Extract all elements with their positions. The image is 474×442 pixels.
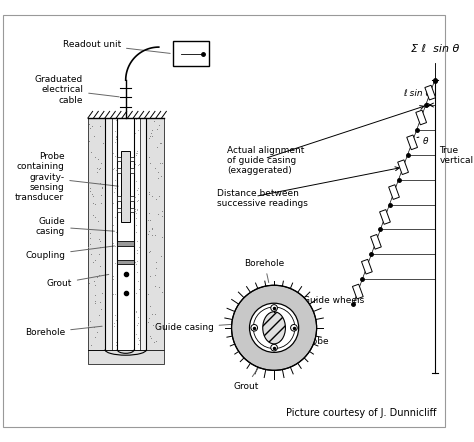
Text: Borehole: Borehole xyxy=(25,326,102,337)
Circle shape xyxy=(251,324,257,331)
Polygon shape xyxy=(380,210,391,224)
Circle shape xyxy=(253,307,295,349)
Circle shape xyxy=(291,324,297,331)
Text: Guide
casing: Guide casing xyxy=(36,217,114,236)
Bar xyxy=(121,151,130,222)
Bar xyxy=(117,241,134,246)
Text: Probe
containing
gravity-
sensing
transducer: Probe containing gravity- sensing transd… xyxy=(15,152,118,202)
Ellipse shape xyxy=(263,312,285,344)
Circle shape xyxy=(271,305,277,311)
Text: ℓ sin θ: ℓ sin θ xyxy=(403,89,431,99)
Polygon shape xyxy=(353,284,363,299)
Bar xyxy=(117,157,121,161)
Text: Distance between
successive readings: Distance between successive readings xyxy=(218,189,308,208)
Text: Grout: Grout xyxy=(46,274,109,288)
Wedge shape xyxy=(232,285,317,370)
Text: Grout: Grout xyxy=(233,368,258,391)
Circle shape xyxy=(249,303,299,352)
Polygon shape xyxy=(425,85,436,100)
Text: Guide casing: Guide casing xyxy=(155,323,247,332)
Polygon shape xyxy=(416,110,427,125)
Text: Picture courtesy of J. Dunnicliff: Picture courtesy of J. Dunnicliff xyxy=(286,408,437,418)
Circle shape xyxy=(271,344,277,351)
Bar xyxy=(117,168,121,173)
Text: Borehole: Borehole xyxy=(245,259,285,282)
Text: Readout unit: Readout unit xyxy=(63,40,170,53)
Polygon shape xyxy=(362,259,372,274)
Text: True
vertical: True vertical xyxy=(439,146,474,165)
Polygon shape xyxy=(398,160,409,175)
Bar xyxy=(140,118,146,350)
Text: Coupling: Coupling xyxy=(25,246,114,259)
Bar xyxy=(130,168,134,173)
Text: Probe: Probe xyxy=(288,329,329,347)
Bar xyxy=(173,42,209,66)
Text: Guide wheels: Guide wheels xyxy=(297,296,365,308)
Text: Graduated
electrical
cable: Graduated electrical cable xyxy=(35,75,119,104)
Bar xyxy=(130,208,134,213)
Text: Actual alignment
of guide casing
(exaggerated): Actual alignment of guide casing (exagge… xyxy=(227,145,304,175)
Text: θ: θ xyxy=(422,137,428,146)
Bar xyxy=(117,260,134,264)
Bar xyxy=(117,208,121,213)
Bar xyxy=(146,118,164,350)
Bar xyxy=(88,350,164,364)
Bar xyxy=(111,118,140,350)
Bar xyxy=(88,118,105,350)
Bar xyxy=(105,118,111,350)
Bar xyxy=(130,157,134,161)
Polygon shape xyxy=(407,135,418,150)
Polygon shape xyxy=(371,234,381,249)
Text: Σ ℓ  sin θ: Σ ℓ sin θ xyxy=(410,44,459,54)
Bar xyxy=(130,196,134,201)
Bar xyxy=(117,196,121,201)
Polygon shape xyxy=(389,185,400,199)
